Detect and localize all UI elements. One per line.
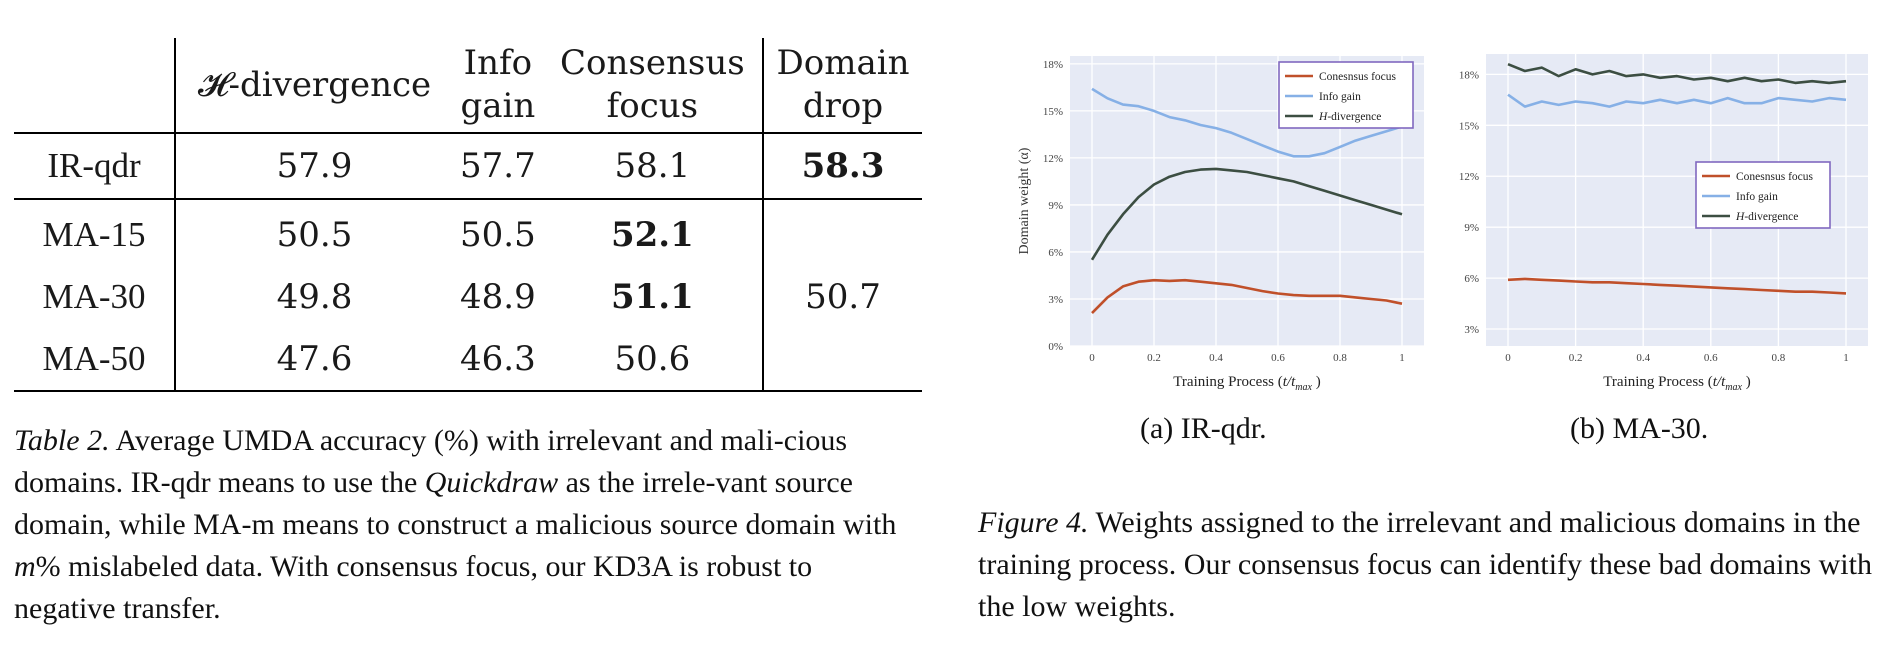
results-table: 𝓗-divergence Info gain Consensus focus Dom…	[14, 38, 922, 392]
y-tick-label: 15%	[1043, 106, 1063, 118]
cell-info-gain: 46.3	[460, 339, 536, 379]
chart-ma-30: 3% 6% 9% 12% 15% 18% 0 0.2 0.4 0.6 0.8 1 Training Pr…	[1459, 54, 1868, 393]
table-row: MA-50 47.6 46.3 50.6	[14, 328, 922, 391]
header-h-divergence: 𝓗-divergence	[197, 64, 432, 105]
x-axis-label: Training Process (t/tmax )	[1603, 374, 1750, 393]
y-tick-label: 12%	[1459, 171, 1479, 183]
header-domain-drop: Domain drop	[776, 43, 910, 126]
x-tick-label: 0.4	[1636, 352, 1650, 364]
legend-label: H-divergence	[1735, 211, 1798, 223]
series-line-1	[1507, 277, 1847, 295]
series-line-3	[1507, 62, 1847, 85]
header-consensus-focus: Consensus focus	[542, 38, 765, 133]
legend-label: Conesnsus focus	[1319, 71, 1397, 83]
header-empty-cell	[14, 38, 176, 133]
y-tick-label: 6%	[1048, 247, 1063, 259]
series-line-1	[1091, 278, 1403, 315]
y-tick-label: 9%	[1048, 200, 1063, 212]
cell-h-divergence: 57.9	[276, 146, 353, 186]
x-tick-label: 0.8	[1772, 352, 1786, 364]
series-line-2	[1091, 87, 1403, 158]
y-tick-label: 3%	[1048, 294, 1063, 306]
cell-h-divergence: 47.6	[276, 339, 353, 379]
table-caption-text: Average UMDA accuracy (%) with irrelevan…	[14, 424, 848, 499]
x-tick-label: 0.2	[1147, 352, 1161, 364]
series-line-3	[1090, 167, 1403, 261]
table-row: MA-30 49.8 48.9 51.1	[14, 266, 922, 328]
x-tick-label: 0	[1505, 352, 1511, 364]
cell-consensus-focus: 50.6	[542, 328, 765, 391]
header-info-gain: Info gain	[460, 43, 536, 126]
y-tick-label: 12%	[1043, 153, 1063, 165]
cell-h-divergence: 49.8	[276, 277, 353, 317]
x-tick-label: 0.8	[1333, 352, 1347, 364]
x-tick-label: 0.6	[1704, 352, 1718, 364]
x-tick-label: 0	[1089, 352, 1095, 364]
legend: Conesnsus focus Info gain H-divergence	[1278, 61, 1414, 129]
y-tick-label: 9%	[1464, 222, 1479, 234]
cell-info-gain: 50.5	[460, 215, 536, 255]
figure-caption-label: Figure 4.	[978, 506, 1089, 539]
x-tick-label: 0.6	[1271, 352, 1285, 364]
legend-label: H-divergence	[1318, 111, 1381, 123]
table-caption-text: as the irrele-vant source domain, while …	[14, 466, 897, 541]
subcaption-a: (a) IR-qdr.	[1140, 412, 1267, 445]
y-tick-label: 18%	[1459, 69, 1479, 81]
cell-consensus-focus: 51.1	[542, 266, 765, 328]
row-label: IR-qdr	[14, 133, 176, 199]
y-tick-label: 6%	[1464, 273, 1479, 285]
table-caption: Table 2. Average UMDA accuracy (%) with …	[14, 420, 916, 630]
figure-caption-text: Weights assigned to the irrelevant and m…	[978, 506, 1872, 623]
row-label: MA-50	[14, 328, 176, 391]
x-tick-label: 0.2	[1569, 352, 1583, 364]
cell-h-divergence: 50.5	[276, 215, 353, 255]
table-row: MA-15 50.5 50.5 52.1 50.7	[14, 199, 922, 317]
x-tick-label: 1	[1843, 352, 1849, 364]
x-tick-label: 1	[1399, 352, 1405, 364]
row-label: MA-30	[14, 266, 176, 328]
cell-consensus-focus: 52.1	[542, 199, 765, 266]
legend-label: Conesnsus focus	[1736, 171, 1814, 183]
table-row: IR-qdr 57.9 57.7 58.1 58.3	[14, 133, 922, 199]
table-caption-text: % mislabeled data. With consensus focus,…	[14, 550, 813, 625]
cell-info-gain: 48.9	[460, 277, 536, 317]
legend-label: Info gain	[1319, 91, 1361, 103]
table-caption-m: m	[14, 550, 36, 583]
cell-info-gain: 57.7	[460, 146, 536, 186]
chart-ir-qdr: 0% 3% 6% 9% 12% 15% 18% 0 0.2 0.4 0.6 0.8 1 Training …	[1017, 56, 1424, 393]
y-tick-label: 18%	[1043, 59, 1063, 71]
cell-consensus-focus: 58.1	[542, 133, 765, 199]
table-header-row: 𝓗-divergence Info gain Consensus focus Dom…	[14, 38, 922, 133]
subcaption-b: (b) MA-30.	[1570, 412, 1709, 445]
x-tick-label: 0.4	[1209, 352, 1223, 364]
series-line-2	[1507, 93, 1847, 108]
legend: Conesnsus focus Info gain H-divergence	[1695, 161, 1831, 229]
y-axis-label: Domain weight (α)	[1017, 147, 1032, 254]
row-label: MA-15	[14, 199, 176, 266]
y-tick-label: 0%	[1048, 341, 1063, 353]
cell-domain-drop: 58.3	[801, 146, 885, 186]
y-tick-label: 3%	[1464, 324, 1479, 336]
legend-label: Info gain	[1736, 191, 1778, 203]
table-caption-italic: Quickdraw	[424, 466, 559, 499]
figure-caption: Figure 4. Weights assigned to the irrele…	[978, 502, 1878, 628]
x-axis-label: Training Process (t/tmax )	[1173, 374, 1320, 393]
cell-domain-drop-ma: 50.7	[805, 277, 881, 317]
table-caption-label: Table 2.	[14, 424, 110, 457]
y-tick-label: 15%	[1459, 120, 1479, 132]
